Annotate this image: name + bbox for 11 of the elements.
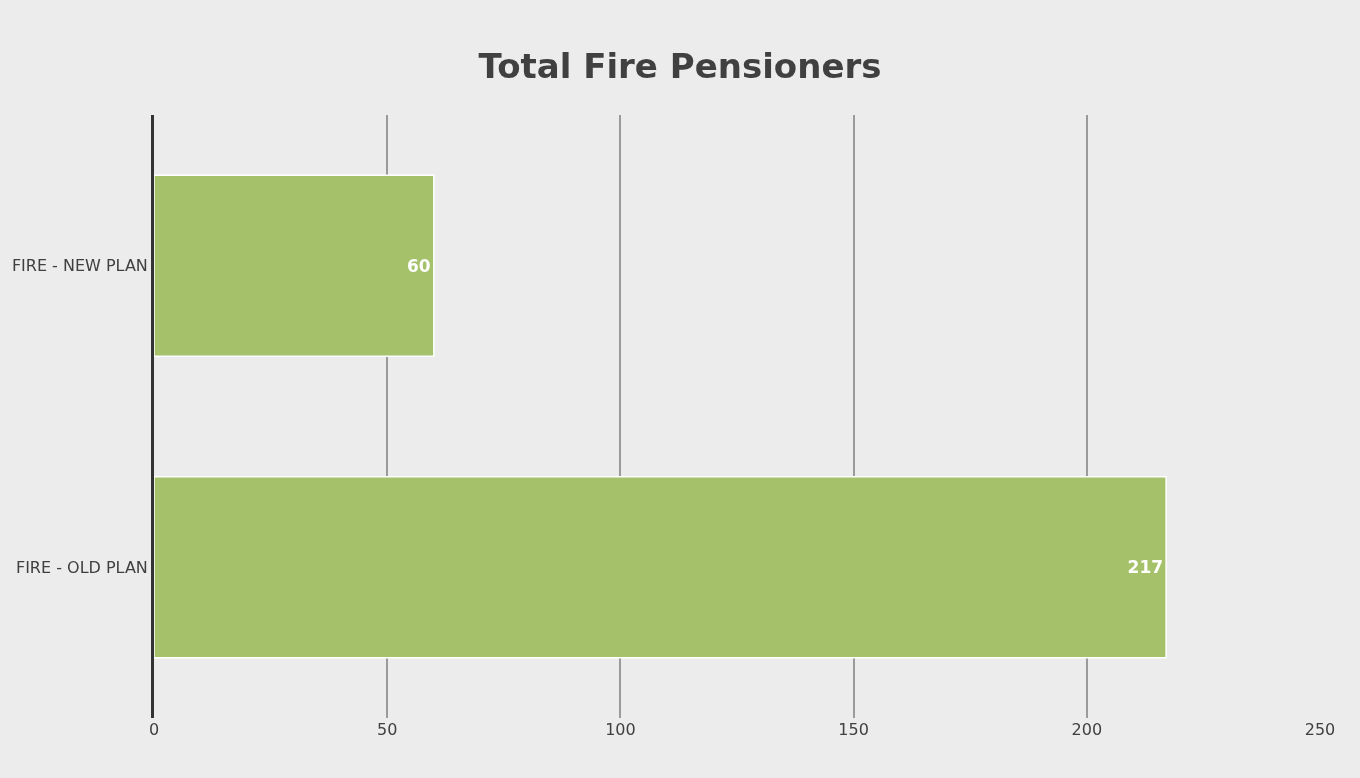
x-tick-label: 250 [1304,720,1336,739]
x-tick-label: 150 [838,720,869,739]
x-tick-label: 100 [605,720,636,739]
data-label: 217 [1127,557,1164,578]
data-label: 60 [407,255,431,276]
x-tick-label: 0 [148,720,160,739]
y-tick-label: FIRE - NEW PLAN [11,256,148,276]
x-tick-label: 50 [377,720,398,739]
chart-title: Total Fire Pensioners [478,46,882,87]
x-tick-label: 200 [1071,720,1103,739]
y-tick-label: FIRE - OLD PLAN [15,557,148,577]
